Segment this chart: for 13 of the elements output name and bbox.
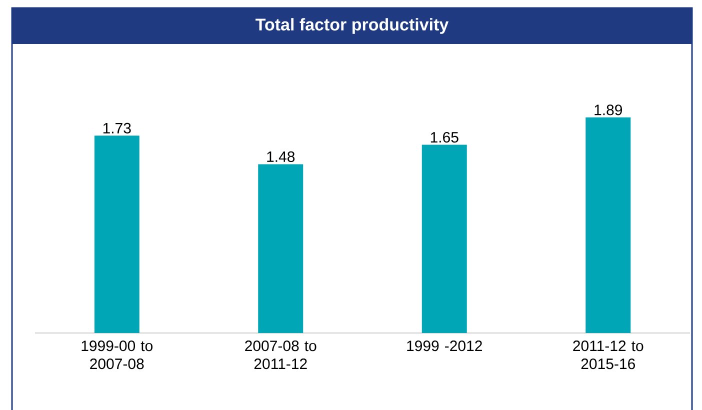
x-tick-label: 2007-08 to 2011-12 bbox=[245, 340, 316, 370]
data-label: 1.73 bbox=[103, 122, 131, 134]
bar bbox=[94, 136, 140, 333]
bar bbox=[258, 164, 304, 333]
bar bbox=[586, 117, 631, 333]
x-tick-label: 2011-12 to 2015-16 bbox=[573, 340, 644, 370]
chart-title: Total factor productivity bbox=[256, 18, 449, 34]
data-label: 1.89 bbox=[594, 104, 622, 116]
bar bbox=[422, 144, 467, 333]
data-label: 1.65 bbox=[430, 132, 458, 143]
x-tick-label: 1999 -2012 bbox=[407, 340, 482, 352]
data-label: 1.48 bbox=[267, 151, 295, 162]
x-tick-label: 1999-00 to 2007-08 bbox=[82, 340, 153, 370]
